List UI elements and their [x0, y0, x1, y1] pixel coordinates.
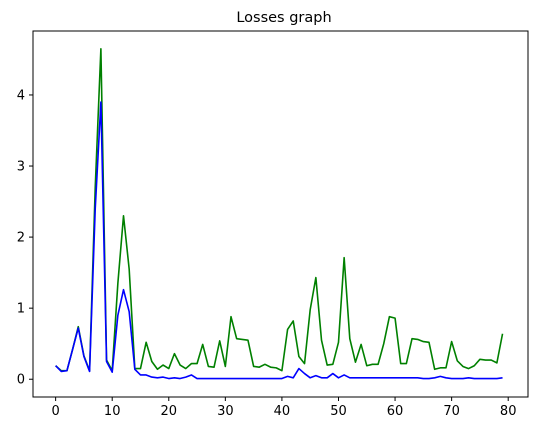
y-tick-label: 3: [17, 160, 25, 175]
chart-title: Losses graph: [236, 10, 331, 26]
series-line-1: [55, 47, 504, 372]
ticks-layer: 0 10 20 30 40 50 60 70 80 0 1 2 3 4: [17, 88, 517, 419]
plot-frame: [32, 30, 529, 398]
x-tick-label: 30: [217, 404, 234, 419]
series-line-2: [55, 101, 503, 380]
x-tick-label: 50: [330, 404, 347, 419]
y-tick-label: 4: [17, 88, 25, 103]
y-tick-label: 1: [17, 302, 25, 317]
x-tick-label: 60: [387, 404, 404, 419]
y-tick-label: 2: [17, 231, 25, 246]
series-layer: [55, 47, 504, 380]
x-tick-label: 10: [104, 404, 121, 419]
y-tick-label: 0: [17, 373, 25, 388]
x-tick-label: 40: [274, 404, 291, 419]
x-tick-label: 80: [500, 404, 517, 419]
x-tick-label: 20: [160, 404, 177, 419]
x-tick-label: 70: [443, 404, 460, 419]
x-tick-label: 0: [51, 404, 59, 419]
